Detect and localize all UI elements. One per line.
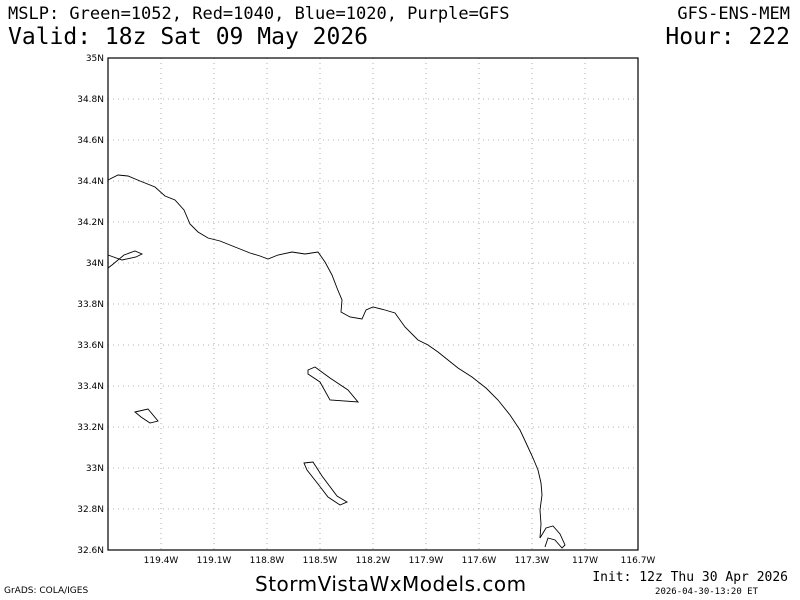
- lon-label: 117W: [572, 556, 598, 566]
- grads-credit: GrADS: COLA/IGES: [4, 586, 89, 596]
- lat-label: 33.4N: [77, 382, 104, 392]
- lon-label: 117.9W: [409, 556, 444, 566]
- santa-cruz-island: [107, 250, 144, 269]
- lon-label: 119.4W: [144, 556, 179, 566]
- lat-label: 34.6N: [77, 136, 104, 146]
- coronado-islands: [539, 525, 566, 549]
- lat-label: 34N: [86, 259, 104, 269]
- longitude-labels: 119.4W 119.1W 118.8W 118.5W 118.2W 117.9W 117.…: [144, 556, 656, 566]
- lat-label: 35N: [86, 54, 104, 64]
- lat-label: 32.8N: [77, 505, 104, 515]
- lat-label: 34.4N: [77, 177, 104, 187]
- forecast-hour: Hour: 222: [665, 24, 790, 50]
- lon-label: 117.6W: [462, 556, 497, 566]
- lon-label: 118.5W: [303, 556, 338, 566]
- lat-label: 34.2N: [77, 218, 104, 228]
- lat-label: 32.6N: [77, 546, 104, 556]
- lon-label: 118.2W: [356, 556, 391, 566]
- lon-label: 118.8W: [250, 556, 285, 566]
- init-time: Init: 12z Thu 30 Apr 2026: [592, 570, 788, 585]
- lat-label: 33.8N: [77, 300, 104, 310]
- coastline: [107, 174, 566, 549]
- lat-label: 33.2N: [77, 423, 104, 433]
- latitude-labels: 35N 34.8N 34.6N 34.4N 34.2N 34N 33.8N 33.6N 33.4…: [77, 54, 104, 556]
- lon-label: 116.7W: [621, 556, 656, 566]
- lat-label: 33N: [86, 464, 104, 474]
- san-nicolas-island: [134, 408, 159, 424]
- lon-label: 117.3W: [515, 556, 550, 566]
- lon-label: 119.1W: [197, 556, 232, 566]
- map-title: MSLP: Green=1052, Red=1040, Blue=1020, P…: [8, 4, 510, 24]
- render-timestamp: 2026-04-30-13:20 ET: [655, 587, 758, 597]
- valid-time: Valid: 18z Sat 09 May 2026: [8, 24, 369, 50]
- lat-label: 34.8N: [77, 95, 104, 105]
- model-name: GFS-ENS-MEM: [677, 4, 790, 24]
- graticule: [108, 58, 638, 550]
- lat-label: 33.6N: [77, 341, 104, 351]
- map-frame: [107, 57, 639, 551]
- mainland-coast: [107, 174, 543, 539]
- santa-catalina-island: [307, 366, 360, 403]
- san-clemente-island: [303, 461, 348, 506]
- site-watermark[interactable]: StormVistaWxModels.com: [255, 572, 527, 596]
